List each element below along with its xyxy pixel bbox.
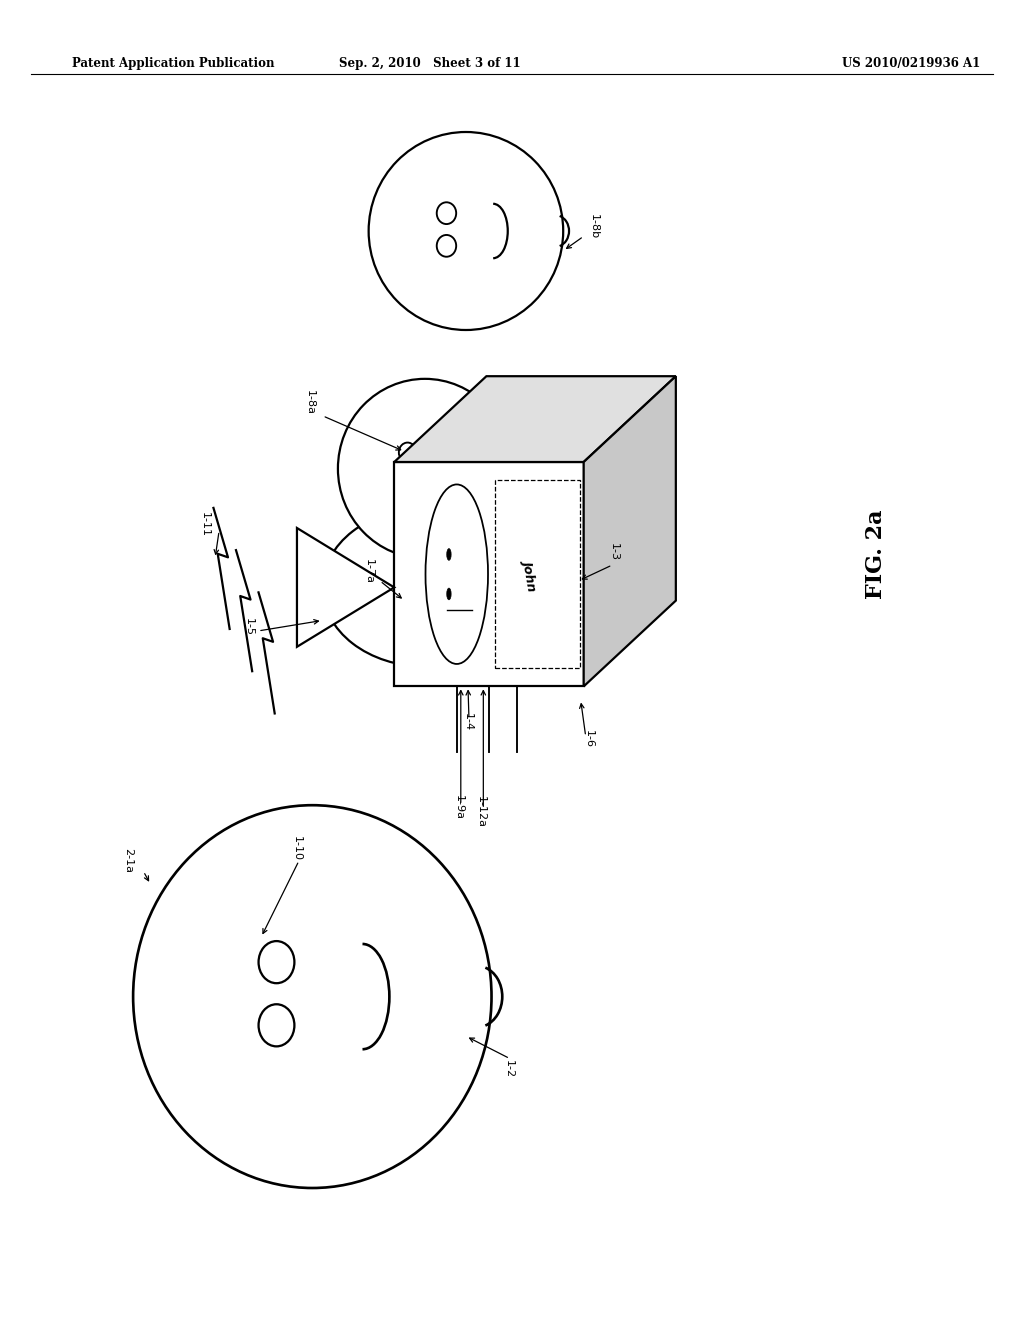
Text: Sep. 2, 2010   Sheet 3 of 11: Sep. 2, 2010 Sheet 3 of 11 bbox=[339, 57, 521, 70]
Text: 2-1a: 2-1a bbox=[123, 849, 133, 873]
Text: 1-9a: 1-9a bbox=[454, 796, 464, 820]
Polygon shape bbox=[584, 376, 676, 686]
Polygon shape bbox=[394, 462, 584, 686]
Text: 1-3: 1-3 bbox=[609, 543, 620, 561]
Text: Patent Application Publication: Patent Application Publication bbox=[72, 57, 274, 70]
Text: FIG. 2a: FIG. 2a bbox=[864, 510, 887, 599]
Ellipse shape bbox=[369, 132, 563, 330]
Polygon shape bbox=[394, 376, 676, 462]
Text: 1-7a: 1-7a bbox=[364, 560, 374, 583]
Ellipse shape bbox=[133, 805, 492, 1188]
Text: 1-2: 1-2 bbox=[504, 1060, 514, 1078]
Text: US 2010/0219936 A1: US 2010/0219936 A1 bbox=[842, 57, 981, 70]
Text: 1-11: 1-11 bbox=[200, 512, 210, 536]
Text: 1-4: 1-4 bbox=[463, 713, 473, 731]
Text: 1-6: 1-6 bbox=[584, 730, 594, 748]
Ellipse shape bbox=[338, 379, 512, 558]
Text: 1-8a: 1-8a bbox=[305, 391, 315, 414]
Polygon shape bbox=[297, 528, 394, 647]
Text: 1-8b: 1-8b bbox=[589, 214, 599, 240]
Text: John: John bbox=[521, 558, 540, 590]
Ellipse shape bbox=[323, 508, 527, 667]
Text: 1-12a: 1-12a bbox=[476, 796, 486, 828]
Ellipse shape bbox=[426, 484, 488, 664]
Ellipse shape bbox=[446, 549, 452, 560]
Text: 1-5: 1-5 bbox=[244, 618, 254, 636]
Text: 1-10: 1-10 bbox=[292, 837, 302, 861]
Ellipse shape bbox=[446, 589, 452, 599]
